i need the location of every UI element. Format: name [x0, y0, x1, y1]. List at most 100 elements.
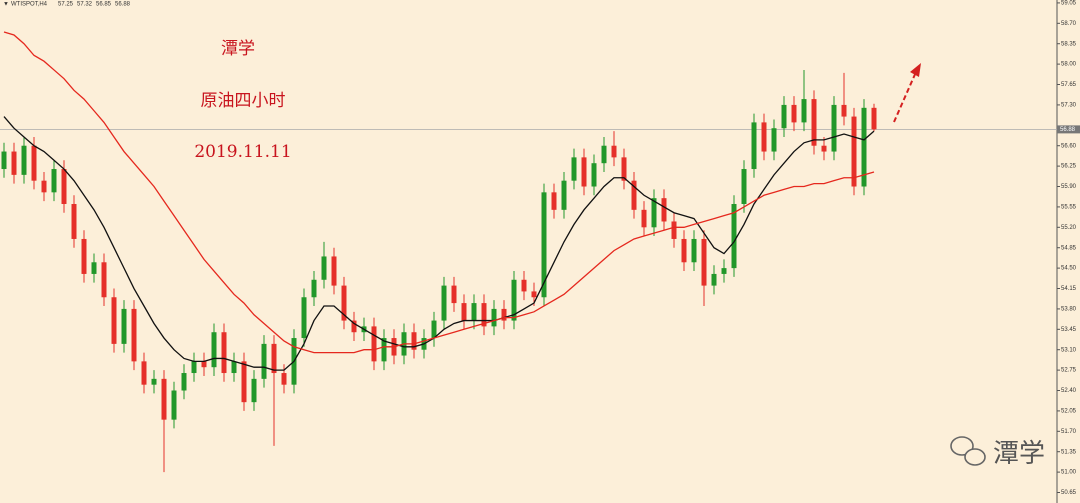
y-tick-label: 52.05 [1061, 408, 1077, 414]
candle-body [851, 116, 857, 187]
y-tick-label: 51.35 [1061, 449, 1077, 455]
chart-date: 2019.11.11 [194, 142, 291, 162]
wechat-icon [950, 436, 986, 466]
candle-body [271, 343, 277, 374]
candle-body [201, 361, 207, 368]
candle-body [131, 308, 137, 362]
candle-body [71, 203, 77, 239]
candle-body [121, 308, 127, 344]
y-tick-label: 50.65 [1061, 490, 1077, 496]
candle-body [111, 297, 117, 344]
watermark: 潭学 [993, 439, 1045, 469]
candle-body [761, 122, 767, 152]
candle-body [611, 145, 617, 158]
candle-body [51, 169, 57, 193]
y-tick-label: 54.85 [1061, 245, 1077, 251]
y-tick-label: 58.35 [1061, 41, 1077, 47]
candle-body [811, 99, 817, 146]
candle-body [191, 361, 197, 374]
candle-body [471, 303, 477, 321]
candle-body [721, 268, 727, 274]
candle-body [821, 145, 827, 152]
candle-body [491, 308, 497, 327]
y-tick-label: 56.25 [1061, 164, 1077, 170]
candle-body [751, 122, 757, 170]
y-tick-label: 58.70 [1061, 21, 1077, 27]
y-tick-label: 54.50 [1061, 266, 1077, 272]
candle-body [11, 151, 17, 175]
ohlc-open: 57.25 [58, 2, 74, 8]
candle-body [681, 238, 687, 263]
candle-body [841, 104, 847, 117]
trend-arrow [893, 63, 921, 123]
y-tick-label: 52.40 [1061, 388, 1077, 394]
candle-body [661, 198, 667, 222]
candle-body [21, 145, 27, 175]
candle-body [551, 192, 557, 210]
candle-body [381, 338, 387, 362]
y-tick-label: 55.55 [1061, 204, 1077, 210]
candle-body [781, 104, 787, 129]
y-tick-label: 53.45 [1061, 327, 1077, 333]
candle-body [101, 262, 107, 298]
candle-body [831, 104, 837, 152]
candle-body [181, 373, 187, 391]
y-tick-label: 58.00 [1061, 62, 1077, 68]
candle-body [331, 256, 337, 286]
candle-body [601, 145, 607, 164]
y-tick-label: 51.00 [1061, 470, 1077, 476]
y-tick-label: 53.10 [1061, 347, 1077, 353]
candle-body [441, 285, 447, 321]
y-tick-label: 56.60 [1061, 143, 1077, 149]
candle-body [481, 303, 487, 327]
candle-body [141, 361, 147, 385]
candle-body [281, 373, 287, 385]
candle-body [801, 99, 807, 123]
candle-body [301, 297, 307, 339]
candle-body [711, 273, 717, 286]
candle-body [651, 198, 657, 228]
candle-body [151, 378, 157, 385]
y-tick-label: 57.65 [1061, 82, 1077, 88]
candle-body [161, 378, 167, 420]
candle-body [591, 163, 597, 187]
candle-body [771, 128, 777, 152]
candle-body [321, 256, 327, 280]
candle-body [511, 279, 517, 321]
candle-body [561, 180, 567, 210]
candle-body [81, 238, 87, 274]
ohlc-low: 56.85 [96, 2, 112, 8]
candle-body [631, 180, 637, 210]
candle-body [621, 157, 627, 181]
candle-body [521, 279, 527, 292]
candle-body [641, 209, 647, 228]
candle-body [451, 285, 457, 304]
header-arrow: ▼ [3, 2, 9, 8]
candle-body [861, 107, 867, 187]
y-tick-label: 51.70 [1061, 429, 1077, 435]
candle-body [581, 157, 587, 187]
candle-body [241, 361, 247, 403]
candle-body [221, 332, 227, 374]
ohlc-close: 56.88 [115, 2, 131, 8]
candle-body [371, 326, 377, 362]
candle-body [501, 308, 507, 321]
current-price-label: 56.88 [1060, 127, 1076, 133]
candle-body [541, 192, 547, 298]
moving-average [3, 31, 875, 354]
candle-body [701, 238, 707, 286]
candle-body [691, 238, 697, 263]
candle-body [341, 285, 347, 321]
candle-body [211, 332, 217, 368]
y-tick-label: 55.90 [1061, 184, 1077, 190]
candle-body [1, 151, 7, 170]
candle-body [791, 104, 797, 123]
candle-body [411, 332, 417, 350]
y-tick-label: 55.20 [1061, 225, 1077, 231]
candle-body [91, 262, 97, 274]
y-tick-label: 57.30 [1061, 102, 1077, 108]
candle-body [61, 169, 67, 204]
moving-average [3, 116, 875, 371]
